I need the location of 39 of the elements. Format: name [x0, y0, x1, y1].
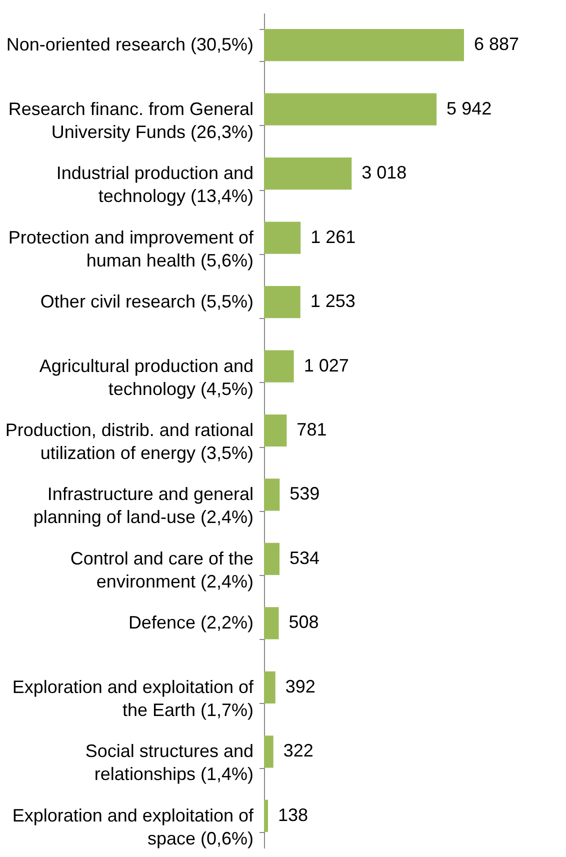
data-label: 1 261 — [310, 226, 356, 247]
bar — [264, 671, 276, 704]
bar — [264, 736, 274, 768]
data-label: 1 253 — [310, 291, 356, 312]
y-tick-label: Industrial production and technology (13,4%) — [56, 163, 254, 206]
y-tick-label: Production, distrib. and rational utilization of energy (3,5%) — [5, 420, 254, 463]
y-tick-label: Exploration and exploitation of space (0,6%) — [12, 805, 254, 848]
data-label: 1 027 — [304, 355, 349, 376]
bar — [264, 29, 464, 62]
data-label: 138 — [278, 804, 308, 825]
bar — [264, 478, 280, 511]
bar — [264, 800, 268, 832]
data-label: 6 887 — [474, 34, 520, 54]
y-tick-label: Non-oriented research (30,5%) — [6, 34, 254, 55]
y-tick-label: Defence (2,2%) — [128, 612, 254, 633]
bar — [264, 158, 352, 190]
bar — [264, 542, 280, 576]
y-tick-label: Other civil research (5,5%) — [40, 292, 254, 312]
y-tick-label: Social structures and relationships (1,4%) — [85, 741, 254, 784]
data-label: 539 — [290, 484, 320, 504]
bar — [264, 414, 287, 447]
data-label: 322 — [283, 740, 314, 761]
bar — [264, 93, 437, 126]
bar — [264, 350, 294, 382]
bar — [264, 286, 300, 318]
bar — [264, 607, 279, 640]
bar — [264, 222, 301, 254]
y-tick-label: Protection and improvement of human health (5,6%) — [8, 227, 254, 270]
y-tick-label: Infrastructure and general planning of land-use (2,4%) — [33, 484, 254, 528]
data-label: 781 — [296, 420, 327, 440]
y-tick-label: Control and care of the environment (2,4%) — [70, 548, 254, 592]
y-tick-label: Exploration and exploitation of the Earth (1,7%) — [12, 676, 254, 720]
data-label: 3 018 — [362, 162, 407, 183]
data-label: 392 — [285, 676, 316, 696]
y-tick-label: Research financ. from General University Funds (26,3%) — [8, 98, 254, 142]
data-label: 534 — [290, 548, 320, 568]
data-label: 508 — [288, 612, 319, 632]
data-label: 5 942 — [446, 98, 492, 118]
y-tick-label: Agricultural production and technology (4,5%) — [39, 356, 254, 399]
